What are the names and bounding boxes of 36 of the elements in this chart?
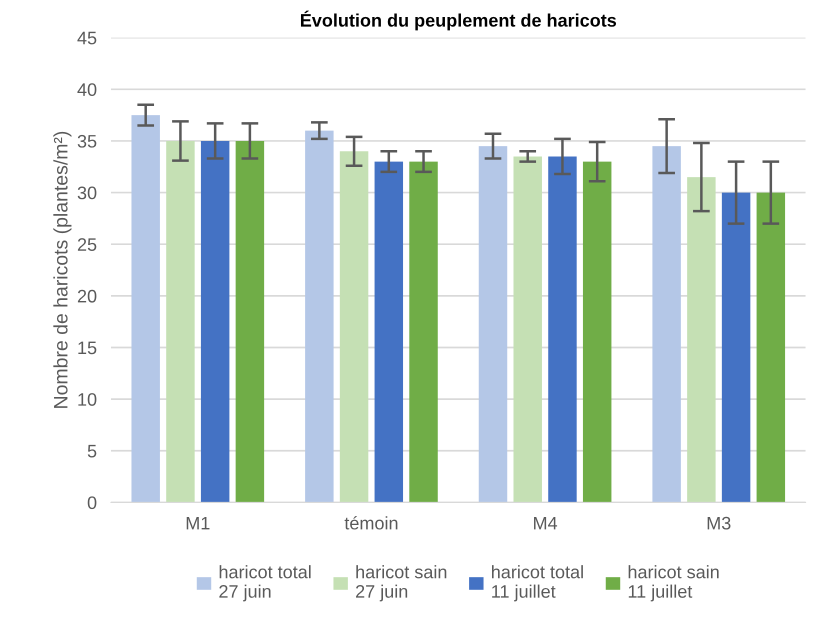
- y-tick-label: 30: [78, 186, 96, 200]
- x-tick-label: M1: [186, 516, 210, 530]
- chart-title: Évolution du peuplement de haricots: [300, 10, 616, 30]
- x-tick-label: M4: [534, 516, 558, 530]
- bar: [513, 156, 542, 502]
- y-axis-title: Nombre de haricots (plantes/m²): [53, 132, 72, 408]
- bar: [548, 156, 577, 502]
- y-tick-label: 35: [78, 134, 96, 148]
- y-tick-label: 20: [78, 290, 96, 303]
- y-tick-label: 15: [78, 342, 96, 354]
- bar: [374, 162, 404, 502]
- legend-label: haricot sain 27 juin: [356, 565, 446, 602]
- bar: [409, 162, 438, 502]
- y-tick-label: 25: [78, 238, 96, 251]
- bar: [756, 192, 786, 502]
- legend-label: haricot total 11 juillet: [492, 565, 583, 602]
- bar: [652, 146, 681, 502]
- bar: [340, 151, 368, 502]
- bar: [131, 115, 160, 502]
- y-tick-label: 0: [88, 496, 96, 510]
- y-tick-label: 40: [77, 83, 96, 96]
- x-tick-label: M3: [708, 516, 730, 530]
- legend-label: haricot sain 11 juillet: [628, 565, 719, 602]
- bar: [722, 192, 750, 502]
- y-tick-label: 5: [88, 444, 96, 458]
- legend-label: haricot total 27 juin: [219, 565, 311, 602]
- bar: [166, 140, 195, 502]
- bar: [687, 177, 716, 502]
- bar: [305, 130, 334, 502]
- y-tick-label: 10: [78, 393, 96, 406]
- bar: [236, 140, 264, 502]
- bar: [582, 162, 612, 502]
- bar: [200, 140, 230, 502]
- x-tick-label: témoin: [344, 516, 398, 530]
- y-tick-label: 45: [77, 32, 96, 44]
- bar: [478, 146, 508, 502]
